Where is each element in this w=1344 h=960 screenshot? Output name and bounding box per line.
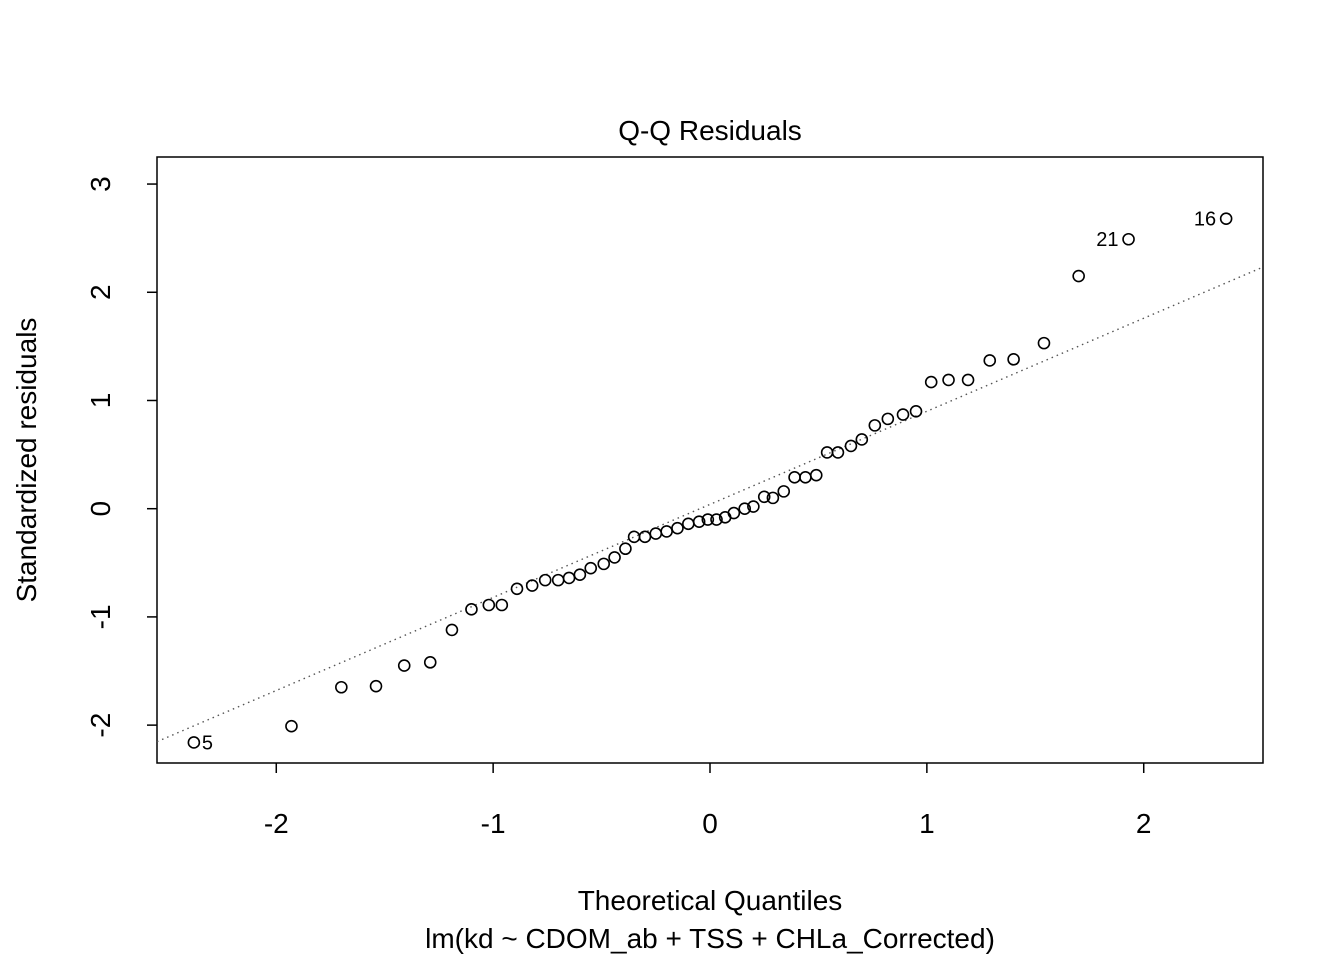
chart-title: Q-Q Residuals xyxy=(618,115,802,146)
data-point xyxy=(525,579,539,592)
x-tick-label: -1 xyxy=(481,808,506,839)
data-point xyxy=(820,446,834,459)
y-tick-label: 1 xyxy=(85,393,116,409)
data-point xyxy=(809,468,823,482)
data-point xyxy=(924,375,938,389)
data-point xyxy=(1219,212,1233,225)
data-point xyxy=(942,373,955,387)
y-tick-label: -2 xyxy=(85,713,116,738)
data-point xyxy=(608,551,621,564)
data-point xyxy=(896,408,910,421)
data-point xyxy=(831,446,845,459)
data-point xyxy=(747,500,760,513)
data-point xyxy=(961,373,975,387)
data-point xyxy=(855,433,869,446)
data-point xyxy=(868,419,882,432)
y-tick-label: 3 xyxy=(85,176,116,192)
data-point xyxy=(909,405,923,418)
data-point xyxy=(692,515,706,528)
data-point xyxy=(788,471,801,484)
data-point xyxy=(983,354,997,367)
data-point xyxy=(1122,232,1135,246)
x-tick-label: 0 xyxy=(702,808,718,839)
data-point xyxy=(445,623,459,637)
x-tick-label: -2 xyxy=(264,808,289,839)
data-point xyxy=(510,582,524,596)
data-point xyxy=(1037,336,1051,350)
point-label: 5 xyxy=(202,732,213,754)
data-point xyxy=(335,680,348,694)
data-point xyxy=(538,573,552,587)
data-point xyxy=(799,471,812,484)
point-labels-group: 5 21 16 xyxy=(202,209,1216,755)
data-point xyxy=(397,659,411,672)
y-tick-label: 0 xyxy=(85,501,116,517)
data-point xyxy=(766,491,780,505)
data-point xyxy=(597,557,611,571)
data-point xyxy=(619,542,632,556)
data-point xyxy=(482,598,496,612)
data-point xyxy=(573,568,587,582)
data-point xyxy=(727,506,741,520)
data-point xyxy=(551,573,565,587)
data-point xyxy=(627,530,641,544)
x-tick-label: 1 xyxy=(919,808,935,839)
reference-line-group xyxy=(156,266,1264,743)
reference-line xyxy=(156,266,1264,743)
points-group xyxy=(187,212,1233,749)
data-point xyxy=(660,525,673,538)
data-point xyxy=(777,485,791,498)
data-point xyxy=(710,513,723,526)
data-point xyxy=(187,736,201,749)
data-point xyxy=(465,603,478,616)
data-point xyxy=(584,561,598,575)
y-tick-label: 2 xyxy=(85,284,116,300)
data-point xyxy=(369,679,383,693)
x-axis: -2 -1 0 1 2 xyxy=(264,763,1152,839)
x-axis-title: Theoretical Quantiles xyxy=(578,885,843,916)
data-point xyxy=(562,571,576,585)
data-point xyxy=(638,530,652,544)
model-formula: lm(kd ~ CDOM_ab + TSS + CHLa_Corrected) xyxy=(425,923,995,954)
data-point xyxy=(649,527,663,540)
point-label: 16 xyxy=(1194,209,1216,231)
data-point xyxy=(671,521,684,535)
point-label: 21 xyxy=(1096,229,1118,251)
data-point xyxy=(738,502,751,515)
data-point xyxy=(423,656,437,669)
data-point xyxy=(844,439,858,453)
data-point xyxy=(285,719,298,733)
data-point xyxy=(881,412,895,426)
data-point xyxy=(1007,353,1020,366)
data-point xyxy=(1072,269,1085,283)
y-axis-title: Standardized residuals xyxy=(11,318,42,603)
y-tick-label: -1 xyxy=(85,604,116,629)
data-point xyxy=(757,490,771,504)
data-point xyxy=(682,517,695,531)
data-point xyxy=(495,598,509,612)
data-point xyxy=(701,513,715,526)
x-tick-label: 2 xyxy=(1136,808,1152,839)
y-axis: -2 -1 0 1 2 3 xyxy=(85,176,157,738)
